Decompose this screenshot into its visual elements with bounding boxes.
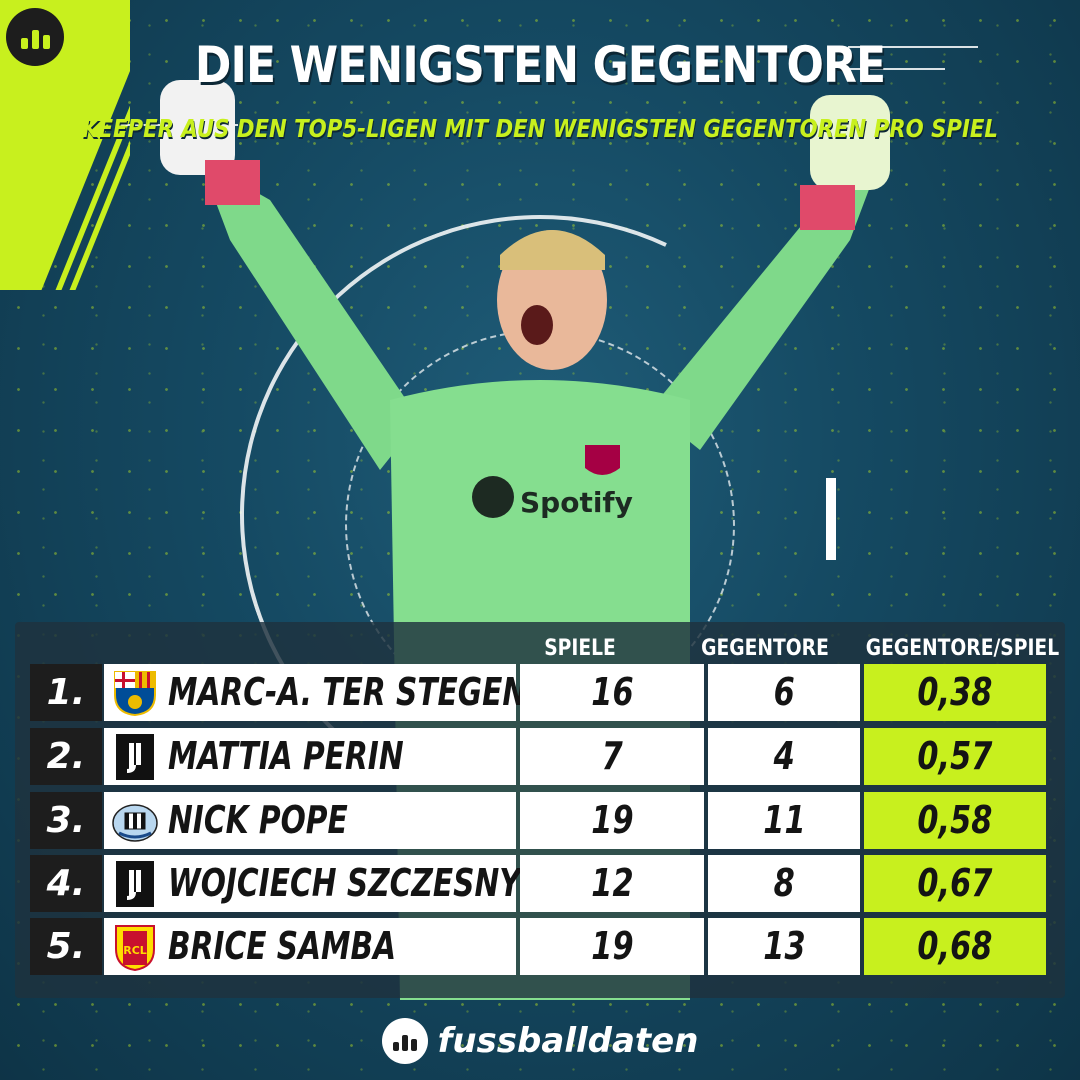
table-row[interactable]: 1. MARC-A. TER STEGEN 16 6 0,38 <box>30 664 1046 721</box>
spiele-value-cell: 12 <box>520 855 704 912</box>
page-subtitle: KEEPER AUS DEN TOP5-LIGEN MIT DEN WENIGS… <box>82 114 998 143</box>
rank-label: 3. <box>30 792 102 849</box>
title-deco-line <box>848 46 978 48</box>
player-name: WOJCIECH SZCZESNY <box>168 861 521 905</box>
page-title: DIE WENIGSTEN GEGENTORE <box>194 36 886 94</box>
gegentore-pro-spiel-value-cell: 0,68 <box>864 918 1046 975</box>
player-name: NICK POPE <box>168 798 348 842</box>
player-name: MARC-A. TER STEGEN <box>168 670 528 714</box>
column-header-gegentore: GEGENTORE <box>701 636 829 661</box>
table-row[interactable]: 2. MATTIA PERIN 7 4 0,57 <box>30 728 1046 785</box>
gegentore-pro-spiel-value-cell: 0,67 <box>864 855 1046 912</box>
gegentore-pro-spiel-value: 0,38 <box>917 670 993 714</box>
juventus-crest-icon <box>110 859 160 908</box>
player-name: MATTIA PERIN <box>168 734 404 778</box>
newcastle-crest-icon <box>110 796 160 845</box>
gegentore-value: 4 <box>773 734 795 778</box>
spiele-value-cell: 7 <box>520 728 704 785</box>
brand-name: fussballdaten <box>437 1021 699 1061</box>
gegentore-pro-spiel-value: 0,67 <box>917 861 993 905</box>
juventus-crest-icon <box>110 732 160 781</box>
gegentore-value-cell: 11 <box>708 792 860 849</box>
gegentore-value: 6 <box>773 670 795 714</box>
spiele-value: 12 <box>590 861 634 905</box>
rc-lens-crest-icon: RCL <box>110 922 160 971</box>
table-row[interactable]: 5. RCL BRICE SAMBA 19 13 0,68 <box>30 918 1046 975</box>
player-cell: MARC-A. TER STEGEN <box>104 664 527 721</box>
spiele-value-cell: 19 <box>520 792 704 849</box>
player-cell: RCL BRICE SAMBA <box>104 918 516 975</box>
table-row[interactable]: 3. NICK POPE 19 11 0,58 <box>30 792 1046 849</box>
player-cell: WOJCIECH SZCZESNY <box>104 855 521 912</box>
gegentore-value-cell: 6 <box>708 664 860 721</box>
player-cell: MATTIA PERIN <box>104 728 516 785</box>
rank-label: 4. <box>30 855 102 912</box>
gegentore-pro-spiel-value: 0,57 <box>917 734 993 778</box>
gegentore-value: 11 <box>762 798 806 842</box>
column-header-spiele: SPIELE <box>544 636 616 661</box>
rank-label: 2. <box>30 728 102 785</box>
gegentore-value: 13 <box>762 924 806 968</box>
gegentore-pro-spiel-value: 0,58 <box>917 798 993 842</box>
player-name: BRICE SAMBA <box>168 924 397 968</box>
spiele-value: 7 <box>601 734 623 778</box>
fussballdaten-brand-icon <box>381 1018 428 1064</box>
spiele-value: 19 <box>590 924 634 968</box>
title-deco-line <box>835 68 945 70</box>
fussballdaten-logo-icon[interactable] <box>6 8 64 66</box>
rank-label: 1. <box>30 664 102 721</box>
gegentore-value: 8 <box>773 861 795 905</box>
gegentore-pro-spiel-value: 0,68 <box>917 924 993 968</box>
table-row[interactable]: 4. WOJCIECH SZCZESNY 12 8 0,67 <box>30 855 1046 912</box>
gegentore-value-cell: 4 <box>708 728 860 785</box>
gegentore-value-cell: 8 <box>708 855 860 912</box>
gegentore-pro-spiel-value-cell: 0,58 <box>864 792 1046 849</box>
gegentore-pro-spiel-value-cell: 0,38 <box>864 664 1046 721</box>
spiele-value-cell: 19 <box>520 918 704 975</box>
gegentore-pro-spiel-value-cell: 0,57 <box>864 728 1046 785</box>
shirt-sponsor-text: Spotify <box>520 486 633 519</box>
footer-brand[interactable]: fussballdaten <box>0 1017 1080 1065</box>
rank-label: 5. <box>30 918 102 975</box>
decorative-bar <box>826 478 836 560</box>
spiele-value-cell: 16 <box>520 664 704 721</box>
spiele-value: 19 <box>590 798 634 842</box>
spiele-value: 16 <box>590 670 634 714</box>
column-header-gegentore-pro-spiel: GEGENTORE/SPIEL <box>865 636 1060 661</box>
fc-barcelona-crest-icon <box>110 668 160 717</box>
player-cell: NICK POPE <box>104 792 516 849</box>
gegentore-value-cell: 13 <box>708 918 860 975</box>
svg-text:RCL: RCL <box>123 944 147 957</box>
